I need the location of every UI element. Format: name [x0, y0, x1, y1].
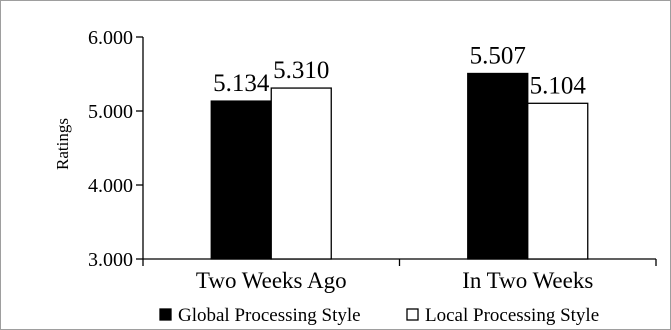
data-label: 5.310 [273, 57, 329, 84]
y-tick-label: 3.000 [88, 249, 133, 271]
legend: Global Processing Style Local Processing … [159, 305, 599, 326]
y-axis-label: Ratings [53, 118, 72, 170]
y-tick-label: 6.000 [88, 27, 133, 49]
bar [210, 100, 272, 260]
category-label: In Two Weeks [462, 268, 593, 293]
legend-label: Global Processing Style [178, 305, 361, 326]
legend-swatch [406, 308, 419, 321]
category-labels: Two Weeks Ago In Two Weeks [196, 268, 593, 293]
data-label: 5.507 [470, 42, 526, 69]
category-label: Two Weeks Ago [196, 268, 347, 293]
y-tick-label: 4.000 [88, 175, 133, 197]
y-tick-label: 5.000 [88, 101, 133, 123]
data-label: 5.134 [213, 70, 270, 97]
legend-swatch [159, 308, 172, 321]
bar [467, 72, 529, 260]
data-label: 5.104 [530, 72, 587, 99]
legend-label: Local Processing Style [425, 305, 599, 326]
bar [527, 102, 589, 260]
bar [270, 87, 332, 260]
